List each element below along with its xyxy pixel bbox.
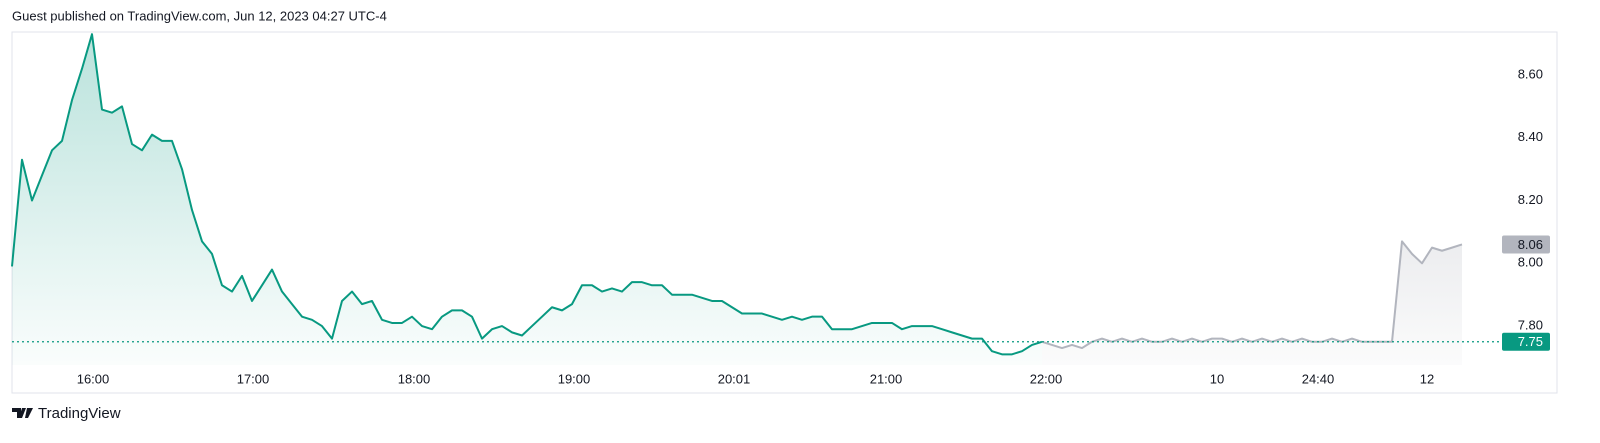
y-tick-label: 7.80 xyxy=(1518,318,1543,333)
price-line xyxy=(11,33,1043,356)
x-tick-label: 12 xyxy=(1420,371,1434,386)
area-fill xyxy=(1042,241,1462,365)
logo xyxy=(12,408,33,418)
x-tick-label: 19:00 xyxy=(558,371,591,386)
x-tick-label: 21:00 xyxy=(870,371,903,386)
x-tick-label: 20:01 xyxy=(718,371,751,386)
x-tick-label: 16:00 xyxy=(77,371,110,386)
x-tick-label: 10 xyxy=(1210,371,1224,386)
x-tick-label: 17:00 xyxy=(237,371,270,386)
y-tick-label: 8.20 xyxy=(1518,192,1543,207)
y-tick-label: 8.60 xyxy=(1518,66,1543,81)
price-label: 8.06 xyxy=(1518,237,1543,252)
area-fill xyxy=(12,34,1042,365)
y-tick-label: 8.00 xyxy=(1518,255,1543,270)
price-label-box xyxy=(1502,235,1550,254)
chart-frame xyxy=(11,31,1558,394)
price-label-box xyxy=(1502,332,1550,351)
x-tick-label: 24:40 xyxy=(1302,371,1335,386)
price-label: 7.75 xyxy=(1518,334,1543,349)
x-tick-label: 22:00 xyxy=(1030,371,1063,386)
brand: TradingView xyxy=(38,405,121,422)
header: Guest published on TradingView.com, Jun … xyxy=(12,8,387,23)
y-tick-label: 8.40 xyxy=(1518,129,1543,144)
x-tick-label: 18:00 xyxy=(398,371,431,386)
